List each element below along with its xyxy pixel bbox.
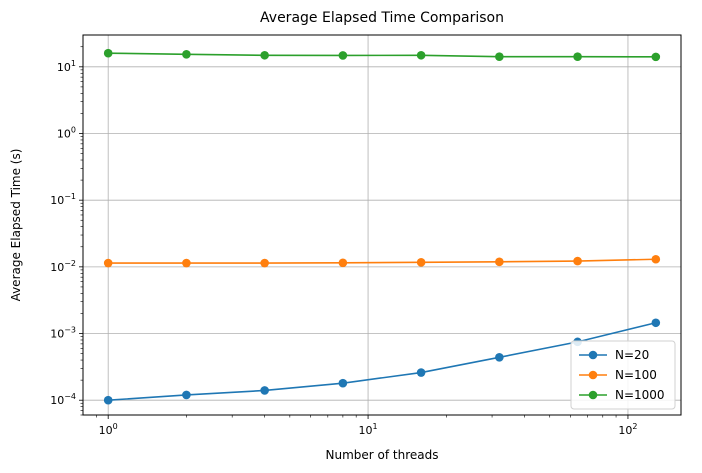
legend-marker	[588, 390, 598, 400]
x-tick-label: 100	[99, 422, 118, 437]
legend: N=20 N=100 N=1000	[570, 340, 676, 410]
data-point	[651, 318, 661, 328]
data-point	[260, 50, 269, 60]
data-point	[416, 50, 426, 60]
legend-label: N=100	[615, 368, 657, 382]
data-point	[182, 390, 191, 400]
legend-label: N=20	[615, 348, 649, 362]
y-tick-label: 10−3	[50, 326, 76, 341]
x-axis-ticks: 100 101 102	[99, 415, 637, 437]
data-point	[651, 254, 661, 264]
data-point	[182, 50, 191, 59]
minor-ticks	[80, 46, 617, 418]
data-point	[103, 395, 113, 405]
data-point	[182, 258, 191, 268]
y-tick-label: 10−4	[50, 392, 76, 407]
data-point	[573, 256, 582, 266]
data-point	[260, 258, 269, 268]
legend-box	[570, 340, 676, 410]
data-point	[495, 257, 504, 267]
y-axis-ticks: 10−4 10−3 10−2 10−1 100 101	[50, 59, 83, 407]
x-axis-label: Number of threads	[326, 448, 439, 462]
data-point	[495, 52, 504, 61]
legend-marker	[588, 370, 598, 380]
data-point	[338, 258, 348, 268]
data-point	[495, 353, 504, 362]
data-point	[416, 368, 426, 377]
data-point	[651, 52, 661, 62]
legend-item: N=100	[579, 368, 657, 382]
plot-frame	[82, 34, 682, 416]
x-tick-label: 102	[618, 422, 637, 437]
data-point	[338, 378, 348, 388]
data-point	[416, 258, 426, 267]
series-line	[108, 258, 656, 264]
y-axis-label: Average Elapsed Time (s)	[9, 149, 23, 302]
data-point	[573, 52, 582, 61]
series-n-1000	[103, 48, 661, 62]
y-tick-label: 10−2	[50, 259, 76, 274]
data-point	[260, 386, 269, 395]
series-line	[108, 321, 656, 402]
data-point	[103, 258, 113, 268]
legend-marker	[588, 350, 598, 360]
data-point	[338, 51, 348, 60]
legend-item: N=1000	[579, 388, 665, 402]
chart-title: Average Elapsed Time Comparison	[260, 10, 504, 26]
y-tick-label: 10−1	[50, 192, 76, 207]
legend-item: N=20	[579, 348, 649, 362]
y-tick-label: 101	[57, 59, 76, 74]
legend-label: N=1000	[615, 388, 665, 402]
x-tick-label: 101	[359, 422, 378, 437]
y-tick-label: 100	[57, 125, 76, 140]
series-line	[108, 52, 656, 58]
data-point	[103, 48, 113, 58]
grid	[83, 35, 681, 415]
series-n-100	[103, 254, 661, 268]
